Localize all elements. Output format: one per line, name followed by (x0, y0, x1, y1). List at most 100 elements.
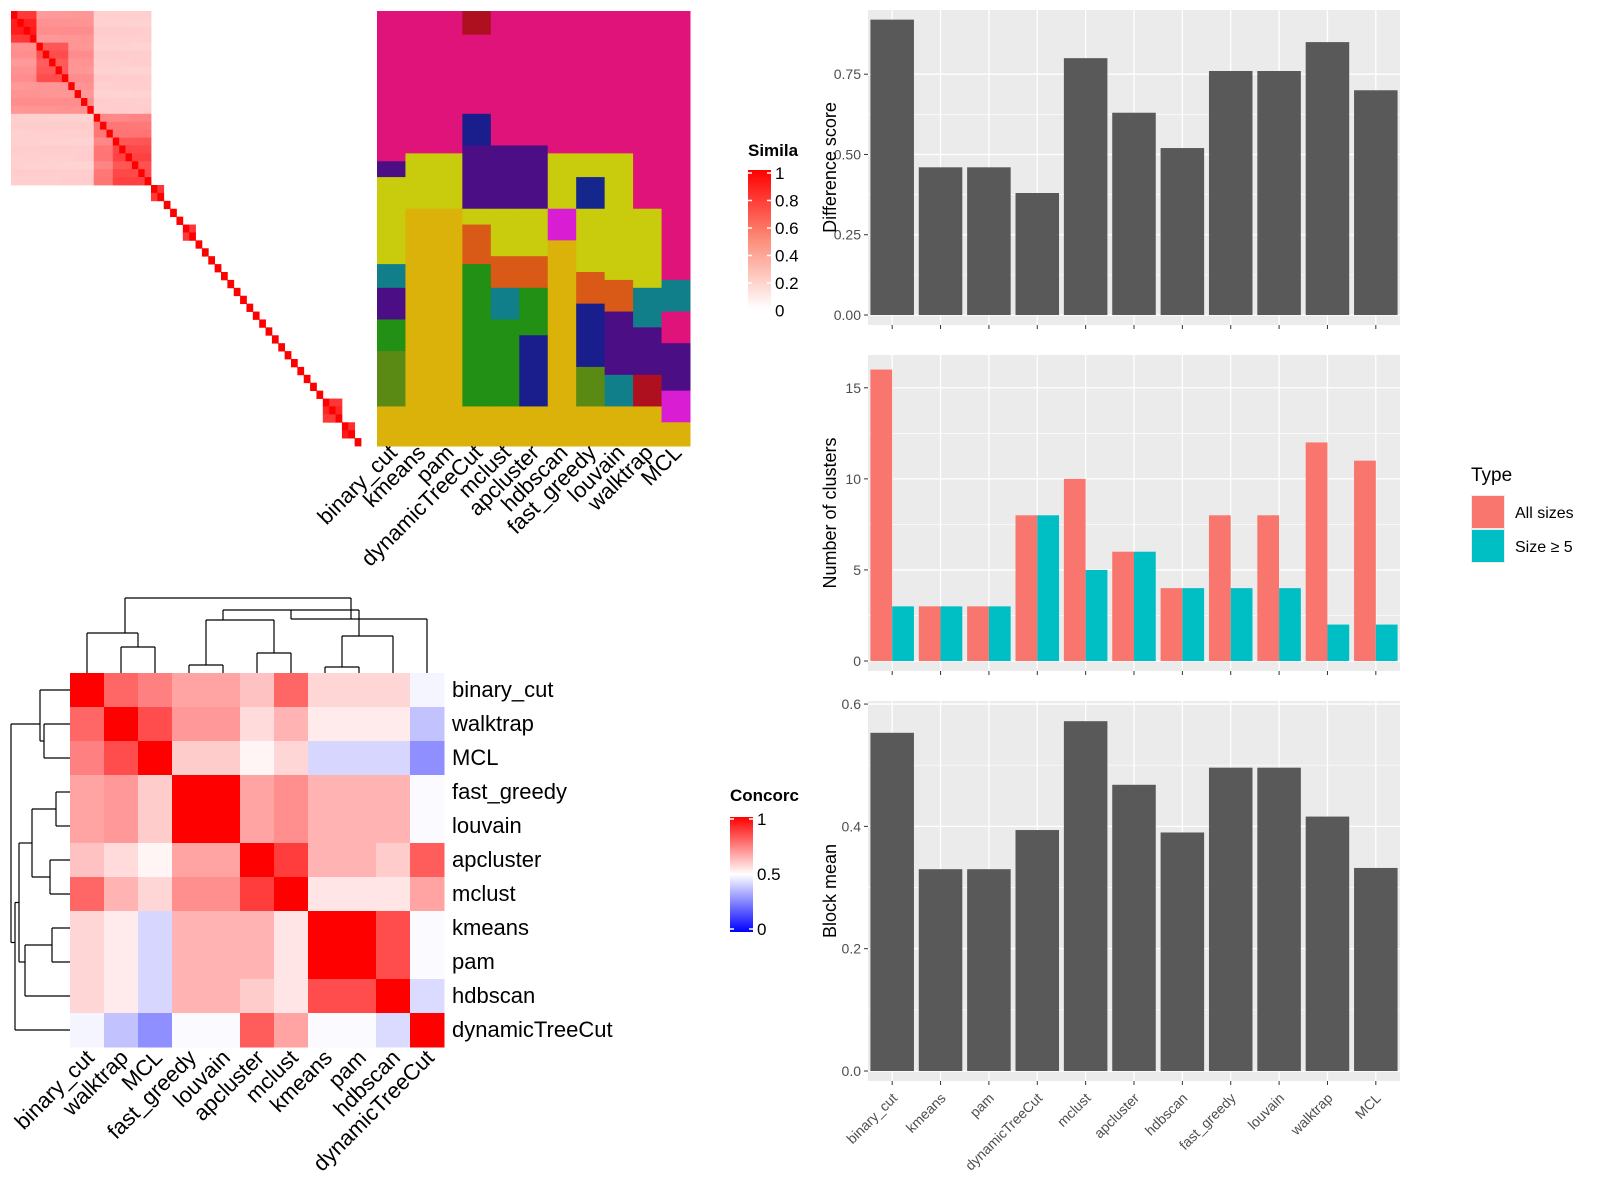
similarity-cell (189, 232, 196, 241)
similarity-cell (112, 105, 120, 115)
similarity-cell (68, 105, 76, 115)
similarity-cell (106, 153, 114, 162)
similarity-cell (138, 105, 146, 115)
similarity-cell (61, 129, 69, 138)
similarity-cell (49, 98, 56, 107)
similarity-cell (87, 121, 95, 131)
cluster-assignment-column-labels: binary_cutkmeanspamdynamicTreeCutmclusta… (312, 440, 686, 571)
cluster-assignment-cell (519, 335, 549, 407)
cluster-assignment-cell (547, 11, 577, 154)
bar (1208, 767, 1253, 1071)
similarity-cell (106, 18, 114, 28)
similarity-cell (42, 58, 50, 67)
similarity-cell (100, 82, 107, 91)
similarity-legend-label: 0 (775, 302, 784, 321)
similarity-cell (214, 264, 222, 273)
concordance-cell (240, 979, 275, 1014)
concordance-cell (70, 673, 105, 708)
similarity-cell (100, 50, 107, 59)
similarity-cell (93, 137, 101, 146)
similarity-cell (49, 18, 56, 28)
similarity-cell (81, 145, 88, 154)
similarity-cell (49, 50, 56, 59)
similarity-cell (81, 161, 88, 170)
similarity-cell (259, 319, 266, 328)
similarity-cell (106, 98, 114, 107)
similarity-cell (93, 113, 101, 123)
concordance-cell (104, 1013, 139, 1048)
cluster-assignment-heatmap (377, 11, 691, 447)
bar (967, 869, 1011, 1071)
bar (1015, 830, 1060, 1071)
similarity-cell (74, 18, 82, 28)
similarity-cell (49, 177, 56, 186)
similarity-cell (329, 406, 336, 415)
similarity-cell (131, 18, 139, 28)
concordance-cell (138, 843, 173, 878)
similarity-cell (125, 18, 133, 28)
similarity-cell (36, 90, 44, 99)
concordance-cell (376, 979, 411, 1014)
cluster-assignment-cell (547, 208, 577, 241)
similarity-cell (138, 113, 146, 123)
similarity-cell (138, 153, 146, 162)
similarity-cell (23, 169, 31, 178)
similarity-cell (11, 11, 18, 20)
similarity-cell (17, 11, 25, 20)
concordance-row-label: mclust (452, 881, 516, 906)
concordance-cell (70, 741, 105, 776)
similarity-cell (93, 98, 101, 107)
similarity-cell (87, 34, 95, 44)
similarity-cell (189, 224, 196, 233)
bar (1305, 442, 1328, 661)
similarity-cell (61, 11, 69, 20)
similarity-cell (49, 129, 56, 138)
concordance-cell (376, 707, 411, 742)
similarity-cell (119, 177, 126, 186)
cluster-assignment-cell (490, 256, 520, 289)
similarity-cell (42, 34, 50, 44)
similarity-cell (93, 121, 101, 131)
concordance-cell (138, 707, 173, 742)
concordance-cell (206, 707, 241, 742)
similarity-cell (125, 82, 133, 91)
similarity-cell (49, 66, 56, 75)
concordance-cell (342, 877, 377, 912)
similarity-cell (112, 34, 120, 44)
concordance-cell (70, 877, 105, 912)
concordance-cell (172, 809, 207, 844)
similarity-cell (81, 11, 88, 20)
cluster-assignment-cell (633, 406, 663, 447)
similarity-cell (42, 105, 50, 115)
similarity-cell (74, 161, 82, 170)
bar (1208, 71, 1253, 315)
similarity-cell (81, 153, 88, 162)
similarity-cell (55, 66, 63, 75)
cluster-assignment-cell (661, 311, 691, 344)
similarity-cell (246, 303, 254, 312)
similarity-cell (81, 34, 88, 44)
similarity-cell (36, 50, 44, 59)
similarity-cell (11, 66, 18, 75)
similarity-cell (30, 42, 37, 51)
similarity-cell (119, 74, 126, 83)
concordance-cell (342, 741, 377, 776)
similarity-cell (106, 50, 114, 59)
similarity-cell (17, 177, 25, 186)
similarity-cell (93, 34, 101, 44)
similarity-cell (23, 58, 31, 67)
similarity-cell (112, 11, 120, 20)
similarity-cell (221, 272, 228, 281)
cluster-assignment-cell (377, 177, 406, 265)
similarity-cell (106, 58, 114, 67)
similarity-cell (100, 98, 107, 107)
similarity-cell (17, 90, 25, 99)
x-tick-label: kmeans (903, 1090, 949, 1136)
similarity-cell (348, 422, 356, 431)
similarity-cell (112, 145, 120, 154)
concordance-cell (206, 673, 241, 708)
concordance-cell (138, 1013, 173, 1048)
similarity-cell (23, 66, 31, 75)
concordance-cell (274, 809, 309, 844)
cluster-assignment-cell (661, 279, 691, 313)
